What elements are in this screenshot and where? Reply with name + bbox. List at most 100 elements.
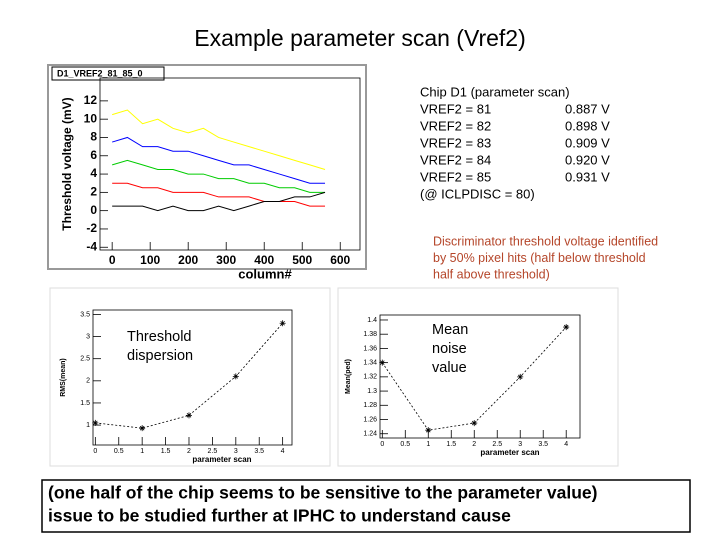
chart-annotation: dispersion xyxy=(127,348,193,364)
x-tick-label: 3 xyxy=(234,448,238,455)
series-line xyxy=(95,323,283,429)
point-marker xyxy=(471,420,478,427)
series-line xyxy=(112,191,326,212)
x-axis-label: parameter scan xyxy=(192,455,251,464)
chart-title: D1_VREF2_81_85_0 xyxy=(57,68,143,78)
y-tick-label: 12 xyxy=(84,93,98,107)
x-tick-label: 200 xyxy=(178,253,198,267)
chip-row-label: VREF2 = 83 xyxy=(420,135,491,150)
y-tick-label: 4 xyxy=(90,166,97,180)
series-line xyxy=(112,109,326,170)
plot-area xyxy=(92,309,293,446)
footer-text: issue to be studied further at IPHC to u… xyxy=(48,506,511,526)
x-tick-label: 4 xyxy=(281,448,285,455)
panel xyxy=(49,287,331,467)
x-tick-label: 600 xyxy=(330,253,350,267)
annotation: Discriminator threshold voltage identifi… xyxy=(433,234,658,248)
y-axis-label: RMS(mean) xyxy=(60,358,67,397)
chip-row-label: VREF2 = 84 xyxy=(420,152,491,167)
y-tick-label: 1.28 xyxy=(363,402,377,409)
y-tick-label: 1.36 xyxy=(363,345,377,352)
y-tick-label: 1.38 xyxy=(363,331,377,338)
footer-text: (one half of the chip seems to be sensit… xyxy=(48,483,597,503)
x-tick-label: 300 xyxy=(216,253,236,267)
x-tick-label: 0.5 xyxy=(400,441,410,448)
y-tick-label: 1 xyxy=(86,422,90,429)
x-tick-label: 2.5 xyxy=(492,441,502,448)
x-tick-label: 1 xyxy=(140,448,144,455)
chart-annotation: Threshold xyxy=(127,329,191,345)
point-marker xyxy=(425,427,432,434)
y-tick-label: 1.26 xyxy=(363,416,377,423)
series-line xyxy=(112,182,326,207)
y-tick-label: 1.4 xyxy=(367,317,377,324)
y-tick-label: 1.5 xyxy=(80,400,90,407)
x-tick-label: 2 xyxy=(187,448,191,455)
plot-area xyxy=(99,77,361,251)
x-tick-label: 1 xyxy=(426,441,430,448)
y-tick-label: 2 xyxy=(86,378,90,385)
y-tick-label: -4 xyxy=(86,239,97,253)
annotation: by 50% pixel hits (half below threshold xyxy=(433,251,646,265)
chart-annotation: Mean xyxy=(432,322,468,338)
point-marker xyxy=(563,324,570,331)
y-axis-label: Threshold voltage (mV) xyxy=(60,97,74,230)
x-tick-label: 0 xyxy=(93,448,97,455)
x-tick-label: 1.5 xyxy=(446,441,456,448)
point-marker xyxy=(92,419,99,426)
series-line xyxy=(112,136,326,184)
y-tick-label: 1.24 xyxy=(363,431,377,438)
x-tick-label: 3.5 xyxy=(538,441,548,448)
annotation: half above threshold) xyxy=(433,267,550,281)
y-tick-label: 1.32 xyxy=(363,374,377,381)
chart-title-box xyxy=(51,66,165,81)
panel xyxy=(47,64,367,270)
y-tick-label: 2.5 xyxy=(80,356,90,363)
chart-annotation: noise xyxy=(432,341,467,357)
point-marker xyxy=(379,359,386,366)
chip-row-value: 0.887 V xyxy=(565,101,610,116)
slide-title: Example parameter scan (Vref2) xyxy=(194,25,526,51)
y-tick-label: 6 xyxy=(90,148,97,162)
x-tick-label: 0 xyxy=(380,441,384,448)
point-marker xyxy=(232,373,239,380)
chip-row-label: VREF2 = 82 xyxy=(420,118,491,133)
series-line xyxy=(112,159,326,193)
x-tick-label: 100 xyxy=(140,253,160,267)
chip-row-value: 0.909 V xyxy=(565,135,610,150)
y-axis-label: Mean(ped) xyxy=(345,359,352,394)
y-tick-label: 1.34 xyxy=(363,359,377,366)
x-tick-label: 0.5 xyxy=(114,448,124,455)
x-tick-label: 3.5 xyxy=(254,448,264,455)
chip-row-value: 0.931 V xyxy=(565,169,610,184)
x-tick-label: 500 xyxy=(292,253,312,267)
y-tick-label: 2 xyxy=(90,185,97,199)
y-tick-label: -2 xyxy=(86,221,97,235)
x-axis-label: parameter scan xyxy=(480,448,539,457)
y-tick-label: 3.5 xyxy=(80,311,90,318)
x-tick-label: 3 xyxy=(518,441,522,448)
point-marker xyxy=(185,412,192,419)
point-marker xyxy=(279,320,286,327)
chip-row-value: 0.898 V xyxy=(565,118,610,133)
chip-row-value: 0.920 V xyxy=(565,152,610,167)
chip-heading: Chip D1 (parameter scan) xyxy=(420,84,570,99)
x-tick-label: 400 xyxy=(254,253,274,267)
x-tick-label: 2.5 xyxy=(208,448,218,455)
x-tick-label: 2 xyxy=(472,441,476,448)
y-tick-label: 0 xyxy=(90,203,97,217)
chip-row-label: VREF2 = 85 xyxy=(420,169,491,184)
y-tick-label: 3 xyxy=(86,333,90,340)
chip-row-label: VREF2 = 81 xyxy=(420,101,491,116)
chart-annotation: value xyxy=(432,360,467,376)
chip-note: (@ ICLPDISC = 80) xyxy=(420,186,535,201)
point-marker xyxy=(517,373,524,380)
footer-box xyxy=(41,479,691,533)
x-tick-label: 1.5 xyxy=(161,448,171,455)
y-tick-label: 1.3 xyxy=(367,388,377,395)
x-axis-label: column# xyxy=(238,267,292,282)
x-tick-label: 4 xyxy=(564,441,568,448)
x-tick-label: 0 xyxy=(109,253,116,267)
point-marker xyxy=(139,425,146,432)
